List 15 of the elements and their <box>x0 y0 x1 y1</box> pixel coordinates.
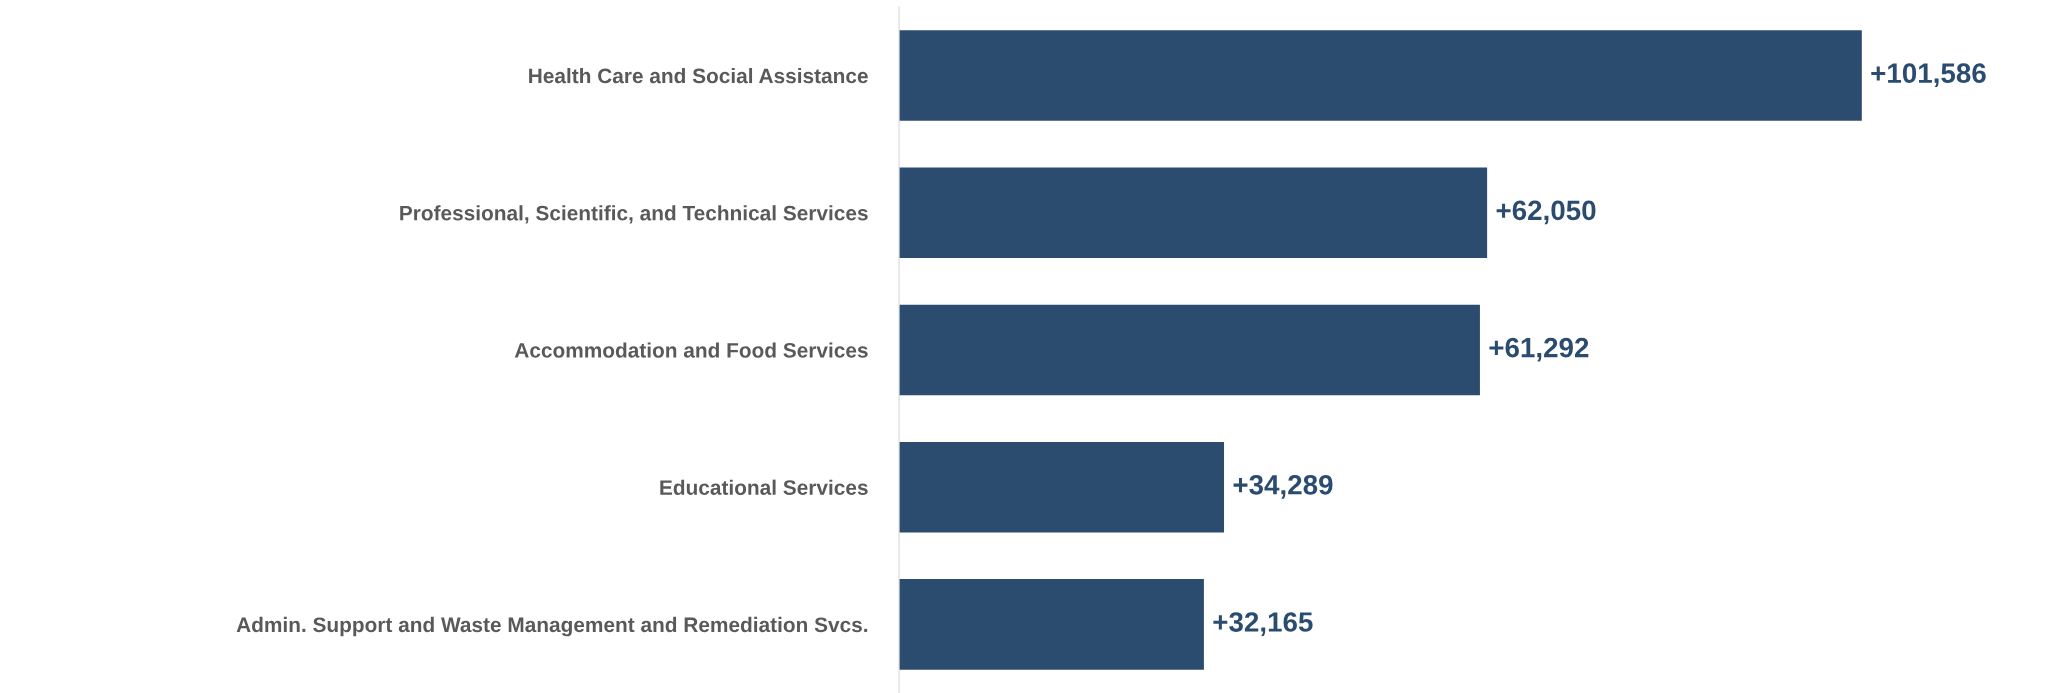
bar <box>899 579 1204 670</box>
data-label: +101,586 <box>1871 63 1986 88</box>
data-label: +32,165 <box>1213 612 1313 636</box>
bar <box>899 304 1480 396</box>
bar <box>899 441 1225 533</box>
y-tick-label: Professional, Scientific, and Technical Services <box>400 205 868 224</box>
data-label: +62,050 <box>1496 200 1596 225</box>
data-label: +34,289 <box>1233 474 1333 499</box>
y-tick-label: Admin. Support and Waste Management and Remediation Svcs. <box>236 616 868 637</box>
y-tick-label: Educational Services <box>660 479 868 495</box>
bar <box>899 167 1488 259</box>
y-tick-label: Accommodation and Food Services <box>514 342 868 358</box>
bar <box>899 30 1862 121</box>
y-tick-label: Health Care and Social Assistance <box>529 67 868 84</box>
data-label: +61,292 <box>1489 337 1589 362</box>
